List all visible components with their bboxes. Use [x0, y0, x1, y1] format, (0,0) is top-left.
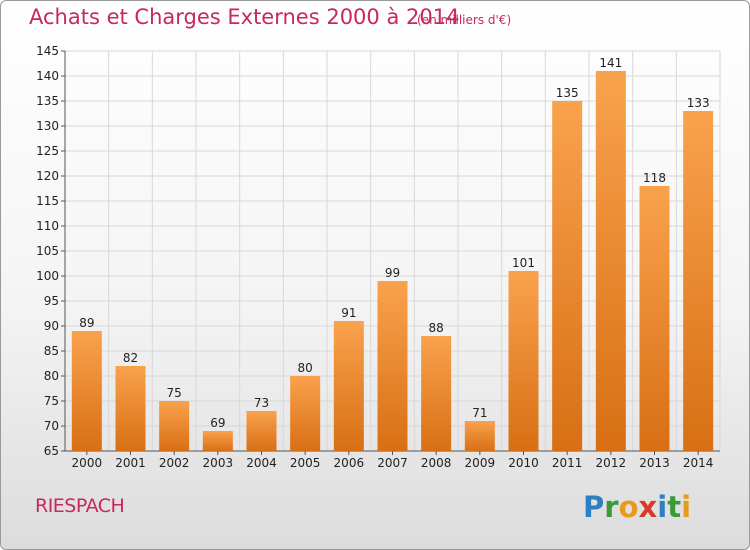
- x-tick-label: 2010: [508, 456, 539, 470]
- chart-title: Achats et Charges Externes 2000 à 2014: [29, 5, 460, 29]
- value-label: 135: [556, 86, 579, 100]
- bar-2006: [333, 321, 364, 451]
- value-label: 89: [79, 316, 94, 330]
- value-label: 82: [123, 351, 138, 365]
- value-label: 73: [254, 396, 269, 410]
- x-tick-label: 2014: [683, 456, 714, 470]
- y-tick-label: 120: [36, 169, 59, 183]
- bar-2001: [115, 366, 146, 451]
- y-tick-label: 65: [44, 444, 59, 458]
- value-label: 91: [341, 306, 356, 320]
- chart-subtitle: (en milliers d'€): [417, 13, 512, 27]
- bar-2012: [595, 71, 626, 451]
- bar-2010: [508, 271, 539, 451]
- bar-layer: [71, 71, 714, 451]
- y-tick-label: 115: [36, 194, 59, 208]
- bar-2002: [159, 401, 190, 451]
- x-tick-label: 2003: [203, 456, 234, 470]
- bar-2005: [290, 376, 321, 451]
- bar-2004: [246, 411, 277, 451]
- x-tick-label: 2012: [596, 456, 627, 470]
- y-tick-label: 145: [36, 44, 59, 58]
- x-tick-label: 2008: [421, 456, 452, 470]
- x-tick-label: 2007: [377, 456, 408, 470]
- bar-2011: [552, 101, 583, 451]
- y-tick-label: 140: [36, 69, 59, 83]
- x-tick-label: 2013: [639, 456, 670, 470]
- y-tick-label: 75: [44, 394, 59, 408]
- value-label: 75: [167, 386, 182, 400]
- y-tick-label: 80: [44, 369, 59, 383]
- y-tick-label: 125: [36, 144, 59, 158]
- bar-2007: [377, 281, 408, 451]
- y-tick-label: 90: [44, 319, 59, 333]
- value-label: 101: [512, 256, 535, 270]
- value-label: 133: [687, 96, 710, 110]
- x-tick-label: 2000: [72, 456, 103, 470]
- x-tick-label: 2006: [334, 456, 365, 470]
- y-tick-label: 105: [36, 244, 59, 258]
- y-tick-label: 95: [44, 294, 59, 308]
- y-tick-label: 135: [36, 94, 59, 108]
- bar-2013: [639, 186, 670, 451]
- x-tick-label: 2002: [159, 456, 190, 470]
- y-tick-label: 130: [36, 119, 59, 133]
- value-label: 69: [210, 416, 225, 430]
- bar-2009: [464, 421, 495, 451]
- x-tick-label: 2005: [290, 456, 321, 470]
- x-tick-label: 2009: [465, 456, 496, 470]
- bar-2014: [683, 111, 714, 451]
- value-label: 141: [599, 56, 622, 70]
- y-tick-label: 85: [44, 344, 59, 358]
- value-label: 80: [298, 361, 313, 375]
- place-name: RIESPACH: [35, 495, 125, 517]
- y-tick-label: 100: [36, 269, 59, 283]
- bar-2000: [71, 331, 102, 451]
- x-tick-label: 2011: [552, 456, 583, 470]
- x-tick-label: 2004: [246, 456, 277, 470]
- bar-2003: [202, 431, 233, 451]
- y-tick-label: 70: [44, 419, 59, 433]
- value-label: 99: [385, 266, 400, 280]
- value-label: 118: [643, 171, 666, 185]
- value-label: 71: [472, 406, 487, 420]
- y-tick-label: 110: [36, 219, 59, 233]
- value-label: 88: [429, 321, 444, 335]
- svg-text:Proxiti: Proxiti: [583, 490, 691, 524]
- label-layer: 89 82 75 69 73 80 91 99 88 71 101 135 141 118 133: [79, 56, 709, 430]
- bar-2008: [421, 336, 452, 451]
- proxiti-logo: Proxiti: [583, 490, 691, 524]
- x-tick-label: 2001: [115, 456, 146, 470]
